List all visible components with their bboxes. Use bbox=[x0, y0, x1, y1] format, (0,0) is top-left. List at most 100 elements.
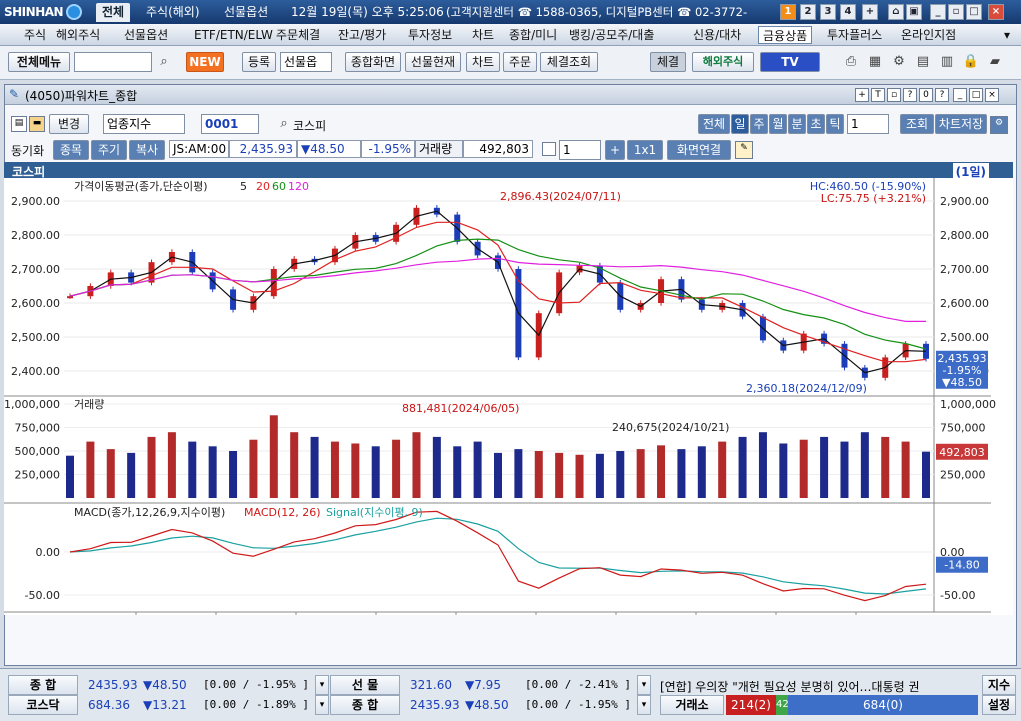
minimize-icon[interactable]: _ bbox=[930, 4, 946, 20]
volume-axis-label-right: 1,000,000 bbox=[940, 398, 996, 411]
page-add-button[interactable]: + bbox=[862, 4, 878, 20]
category-select[interactable]: 업종지수 bbox=[103, 114, 185, 134]
maximize-icon[interactable]: □ bbox=[966, 4, 982, 20]
futures-select[interactable]: 선물옵 bbox=[280, 52, 332, 72]
menu-item-8[interactable]: 종합/미니 bbox=[509, 28, 558, 42]
save-chart-button[interactable]: 차트저장 bbox=[935, 114, 987, 134]
sign-button[interactable]: 체결 bbox=[650, 52, 686, 72]
win-minimize-icon[interactable]: _ bbox=[953, 88, 967, 102]
win-tool-icon[interactable]: T bbox=[871, 88, 885, 102]
window-titlebar: ✎ (4050)파워차트_종합 + T ▫ ? 0 ? _ □ × bbox=[5, 85, 1016, 105]
futures-current-button[interactable]: 선물현재 bbox=[405, 52, 461, 72]
period-week[interactable]: 주 bbox=[750, 114, 768, 134]
window-icon[interactable]: ▥ bbox=[940, 54, 954, 69]
page-3-button[interactable]: 3 bbox=[820, 4, 836, 20]
overlay-checkbox[interactable] bbox=[542, 142, 556, 156]
index-button[interactable]: 지수 bbox=[982, 675, 1016, 695]
sync-stock-button[interactable]: 종목 bbox=[53, 140, 89, 160]
change-button[interactable]: 변경 bbox=[49, 114, 89, 134]
win-close-icon[interactable]: × bbox=[985, 88, 999, 102]
register-button[interactable]: 등록 bbox=[242, 52, 276, 72]
search-icon[interactable]: ⌕ bbox=[160, 54, 168, 69]
sync-copy-button[interactable]: 복사 bbox=[129, 140, 165, 160]
order-button[interactable]: 주문 bbox=[503, 52, 537, 72]
code-search-icon[interactable]: ⌕ bbox=[280, 116, 288, 131]
sync-period-button[interactable]: 주기 bbox=[91, 140, 127, 160]
menu-item-2[interactable]: 선물옵션 bbox=[124, 28, 169, 42]
period-second[interactable]: 초 bbox=[807, 114, 825, 134]
period-month[interactable]: 월 bbox=[769, 114, 787, 134]
period-minute[interactable]: 분 bbox=[788, 114, 806, 134]
menu-more-icon[interactable]: ▾ bbox=[1004, 28, 1011, 42]
add-chart-button[interactable]: + bbox=[605, 140, 625, 160]
calculator-icon[interactable]: ▦ bbox=[868, 54, 882, 69]
win-zero-icon[interactable]: 0 bbox=[919, 88, 933, 102]
volume-bar bbox=[697, 446, 706, 498]
pen-icon[interactable]: ✎ bbox=[735, 141, 753, 159]
screen-icon[interactable]: ▣ bbox=[906, 4, 922, 20]
full-menu-button[interactable]: 전체메뉴 bbox=[8, 52, 70, 72]
restore-icon[interactable]: ▫ bbox=[948, 4, 964, 20]
screen-link-button[interactable]: 화면연결 bbox=[667, 140, 731, 160]
count-select[interactable]: 1 bbox=[847, 114, 889, 134]
qty-select[interactable]: 1 bbox=[559, 140, 601, 160]
tab-overseas-stock[interactable]: 주식(해외) bbox=[146, 5, 200, 19]
menu-item-12[interactable]: 투자플러스 bbox=[827, 28, 883, 42]
menu-item-11[interactable]: 금융상품 bbox=[758, 26, 813, 44]
dropdown-icon[interactable]: ▾ bbox=[315, 695, 329, 715]
win-info-icon[interactable]: ? bbox=[903, 88, 917, 102]
volume-bar bbox=[392, 439, 401, 498]
folder-icon[interactable]: ▰ bbox=[990, 54, 1000, 69]
win-help-icon[interactable]: ? bbox=[935, 88, 949, 102]
win-plus-icon[interactable]: + bbox=[855, 88, 869, 102]
lock-icon[interactable]: 🔒 bbox=[962, 54, 980, 69]
overseas-stock-button[interactable]: 해외주식 bbox=[692, 52, 754, 72]
tab-all[interactable]: 전체 bbox=[96, 3, 131, 22]
dropdown-icon[interactable]: ▾ bbox=[637, 675, 651, 695]
menu-search-input[interactable] bbox=[74, 52, 152, 72]
news-ticker[interactable]: [연합] 우의장 "개헌 필요성 분명히 있어…대통령 권 bbox=[660, 680, 920, 694]
menu-item-13[interactable]: 온라인지점 bbox=[901, 28, 957, 42]
menu-item-10[interactable]: 신용/대차 bbox=[693, 28, 742, 42]
page-4-button[interactable]: 4 bbox=[840, 4, 856, 20]
power-chart[interactable]: 2,900.00 2,900.00 2,800.00 2,800.00 2,700.00… bbox=[4, 178, 1013, 615]
tab-futures-options[interactable]: 선물옵션 bbox=[224, 5, 269, 19]
settings-gear-icon[interactable]: ⚙ bbox=[990, 116, 1008, 134]
menu-item-4[interactable]: 주문체결 bbox=[276, 28, 321, 42]
settings-button[interactable]: 설정 bbox=[982, 695, 1016, 715]
period-day[interactable]: 일 bbox=[731, 114, 749, 134]
new-badge[interactable]: NEW bbox=[186, 52, 224, 72]
chart-button[interactable]: 차트 bbox=[466, 52, 500, 72]
code-input[interactable]: 0001 bbox=[201, 114, 259, 134]
dropdown-icon[interactable]: ▾ bbox=[315, 675, 329, 695]
menu-item-9[interactable]: 뱅킹/공모주/대출 bbox=[569, 28, 655, 42]
layout-button[interactable]: 1x1 bbox=[627, 140, 663, 160]
home-icon[interactable]: ⌂ bbox=[888, 4, 904, 20]
win-restore-icon[interactable]: □ bbox=[969, 88, 983, 102]
win-pin-icon[interactable]: ▫ bbox=[887, 88, 901, 102]
period-all[interactable]: 전체 bbox=[698, 114, 730, 134]
gear-icon[interactable]: ⚙ bbox=[893, 54, 905, 69]
overview-button[interactable]: 종합화면 bbox=[345, 52, 401, 72]
query-button[interactable]: 조회 bbox=[900, 114, 934, 134]
menu-item-0[interactable]: 주식 bbox=[24, 28, 47, 42]
menu-item-5[interactable]: 잔고/평가 bbox=[338, 28, 387, 42]
close-icon[interactable]: × bbox=[988, 4, 1004, 20]
menu-item-3[interactable]: ETF/ETN/ELW bbox=[194, 28, 273, 42]
volume-bar bbox=[106, 449, 115, 498]
page-2-button[interactable]: 2 bbox=[800, 4, 816, 20]
execution-query-button[interactable]: 체결조회 bbox=[540, 52, 598, 72]
page-1-button[interactable]: 1 bbox=[780, 4, 796, 20]
index-name: 선 물 bbox=[330, 675, 400, 695]
volume-axis-label-left: 500,000 bbox=[15, 445, 61, 458]
period-tick[interactable]: 틱 bbox=[826, 114, 844, 134]
hide-icon[interactable]: ▬ bbox=[29, 116, 45, 132]
print-icon[interactable]: ⎙ bbox=[845, 54, 857, 69]
menu-item-1[interactable]: 해외주식 bbox=[56, 28, 101, 42]
layout-icon[interactable]: ▤ bbox=[916, 54, 930, 69]
menu-item-7[interactable]: 차트 bbox=[472, 28, 495, 42]
list-icon[interactable]: ▤ bbox=[11, 116, 27, 132]
dropdown-icon[interactable]: ▾ bbox=[637, 695, 651, 715]
menu-item-6[interactable]: 투자정보 bbox=[408, 28, 453, 42]
tv-button[interactable]: TV bbox=[760, 52, 820, 72]
